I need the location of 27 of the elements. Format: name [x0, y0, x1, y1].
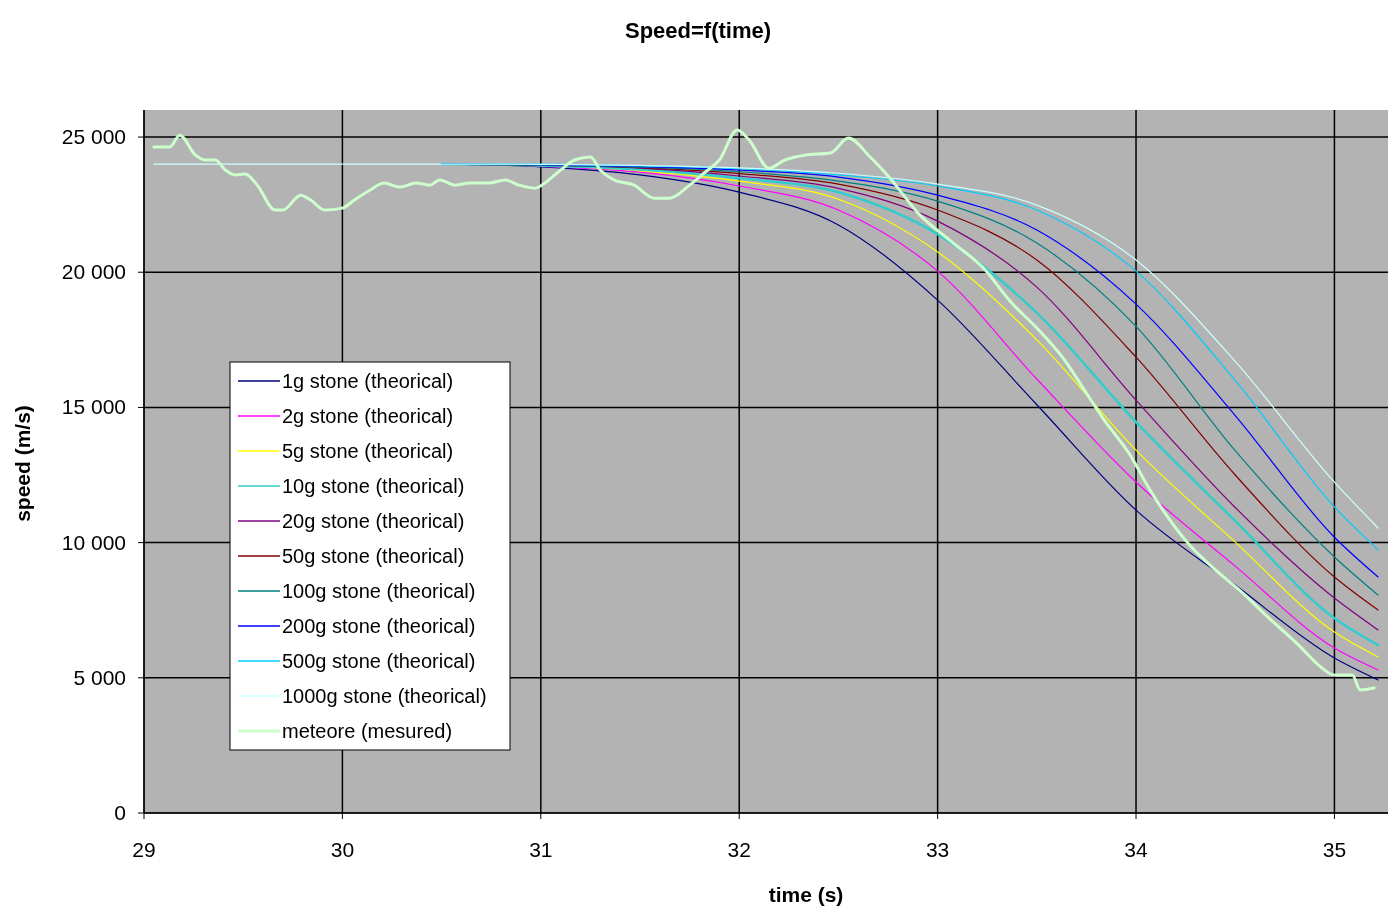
legend-label: 200g stone (theorical)	[282, 615, 476, 637]
y-axis-title: speed (m/s)	[11, 405, 34, 522]
y-tick-label: 10 000	[61, 530, 126, 554]
legend-label: 1g stone (theorical)	[282, 370, 454, 392]
x-tick-label: 32	[727, 838, 751, 861]
y-tick-label: 15 000	[61, 395, 126, 419]
legend-label: 20g stone (theorical)	[282, 510, 465, 532]
legend-label: 500g stone (theorical)	[282, 650, 476, 672]
chart-title: Speed=f(time)	[624, 18, 772, 43]
x-tick-label: 31	[529, 838, 553, 861]
x-axis-title: time (s)	[768, 883, 844, 906]
legend-label: 2g stone (theorical)	[282, 405, 454, 427]
y-tick-label: 25 000	[61, 125, 126, 149]
legend-label: 5g stone (theorical)	[282, 440, 454, 462]
legend-label: 1000g stone (theorical)	[282, 685, 487, 707]
legend-label: 10g stone (theorical)	[282, 475, 465, 497]
legend-label: meteore (mesured)	[282, 720, 453, 742]
legend-label: 50g stone (theorical)	[282, 545, 465, 567]
y-tick-label: 5 000	[73, 665, 126, 689]
y-tick-label: 0	[114, 801, 126, 824]
x-tick-label: 30	[330, 838, 355, 861]
x-tick-label: 35	[1322, 838, 1347, 861]
y-tick-label: 20 000	[61, 260, 126, 284]
x-tick-label: 34	[1124, 838, 1149, 861]
x-tick-label: 29	[132, 838, 156, 861]
legend-label: 100g stone (theorical)	[282, 580, 476, 602]
x-tick-label: 33	[925, 838, 950, 861]
